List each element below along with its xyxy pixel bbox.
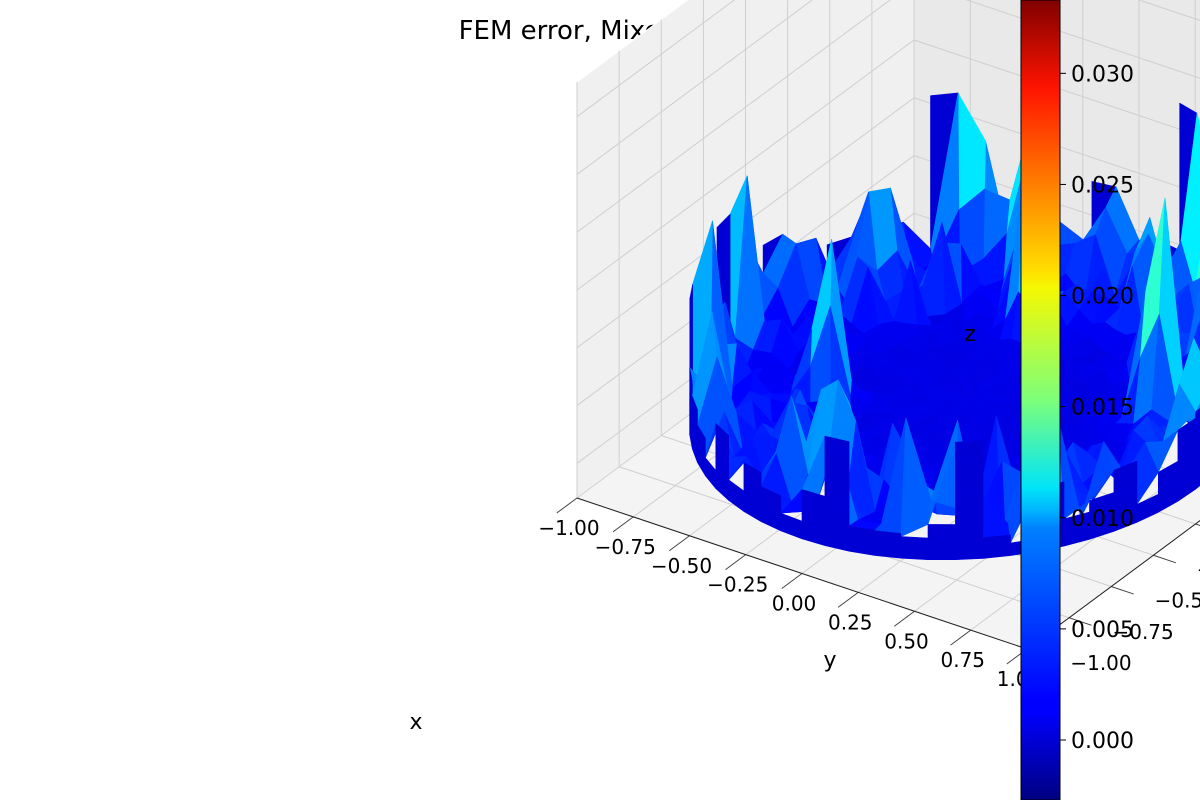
surface-facet (824, 435, 850, 552)
x-tick-label: 0.75 (940, 648, 985, 672)
x-tick-label: −0.50 (651, 554, 712, 578)
y-tick-label: −0.25 (1197, 557, 1200, 581)
grid-line-wall-z (576, 0, 891, 233)
x-tick-label: 0.25 (828, 610, 873, 634)
x-tick-label: 0.00 (772, 592, 817, 616)
x-tick-mark (725, 554, 747, 571)
y-tick-mark (1111, 586, 1134, 595)
grid-line-wall-z (913, 97, 1200, 195)
surface-facet (1177, 417, 1196, 502)
surface-facet (1113, 460, 1138, 532)
x-tick-mark (612, 516, 634, 533)
colorbar-gradient (1020, 0, 1061, 800)
colorbar-tick-label: 0.010 (1071, 507, 1134, 532)
axes-ticks: −1.00−0.75−0.50−0.250.000.250.500.751.00… (538, 497, 1200, 691)
colorbar-tick-label: 0.025 (1071, 173, 1134, 198)
y-axis-line (1026, 520, 1200, 650)
x-tick-label: −0.75 (595, 535, 656, 559)
colorbar-ticks: 0.000 0.005 0.010 0.015 0.020 0.025 0.030 (1060, 62, 1134, 754)
z-axis-label: z (964, 322, 976, 347)
x-tick-mark (837, 591, 859, 608)
colorbar: 0.000 0.005 0.010 0.015 0.020 0.025 0.030 (1020, 0, 1134, 800)
colorbar-tick-label: 0.020 (1071, 285, 1134, 310)
grid-line-wall-z (576, 39, 915, 291)
y-tick-mark (1068, 617, 1092, 626)
surface-facet (982, 534, 1011, 559)
surface-facet (874, 530, 902, 559)
error-surface (689, 92, 1200, 561)
grid-line-wall-z (576, 0, 813, 175)
colorbar-tick-label: 0.015 (1071, 396, 1134, 421)
surface-facet (955, 440, 984, 561)
surface-facet (966, 358, 976, 377)
x-tick-mark (556, 497, 578, 514)
surface-facet (848, 525, 875, 556)
surface-facet (760, 486, 782, 532)
surface-facet (697, 424, 706, 477)
y-axis-label: y (823, 648, 836, 673)
colorbar-tick-label: 0.005 (1071, 618, 1134, 643)
y-tick-mark (1153, 554, 1177, 564)
surface-facet (900, 536, 929, 561)
surface-facet (689, 367, 693, 450)
surface-facet (1158, 460, 1179, 513)
surface-facet (927, 524, 956, 561)
colorbar-tick-label: 0.000 (1071, 729, 1134, 754)
y-tick-mark (1195, 523, 1200, 527)
x-tick-mark (668, 535, 690, 552)
y-tick-label: −0.75 (1112, 620, 1173, 644)
x-axis-line (576, 497, 1028, 650)
x-tick-label: −1.00 (538, 516, 599, 540)
surface-facet (691, 395, 698, 463)
y-tick-label: −1.00 (1070, 651, 1131, 675)
x-tick-mark (781, 573, 803, 589)
grid-line-wall-z (965, 0, 1200, 79)
x-tick-mark (950, 629, 972, 646)
surface-facet (743, 462, 762, 523)
y-tick-label: −0.50 (1155, 589, 1200, 613)
grid-line-wall-z (576, 0, 736, 118)
colorbar-tick-label: 0.030 (1071, 62, 1134, 87)
surface-facet (801, 489, 826, 546)
surface-facet (1195, 407, 1200, 490)
surface-facet (715, 423, 730, 501)
x-tick-mark (893, 610, 915, 627)
x-tick-label: 0.50 (884, 629, 929, 653)
grid-line-wall-z (913, 39, 1200, 137)
x-tick-label: −0.25 (707, 573, 768, 597)
x-axis-label: x (409, 710, 422, 735)
